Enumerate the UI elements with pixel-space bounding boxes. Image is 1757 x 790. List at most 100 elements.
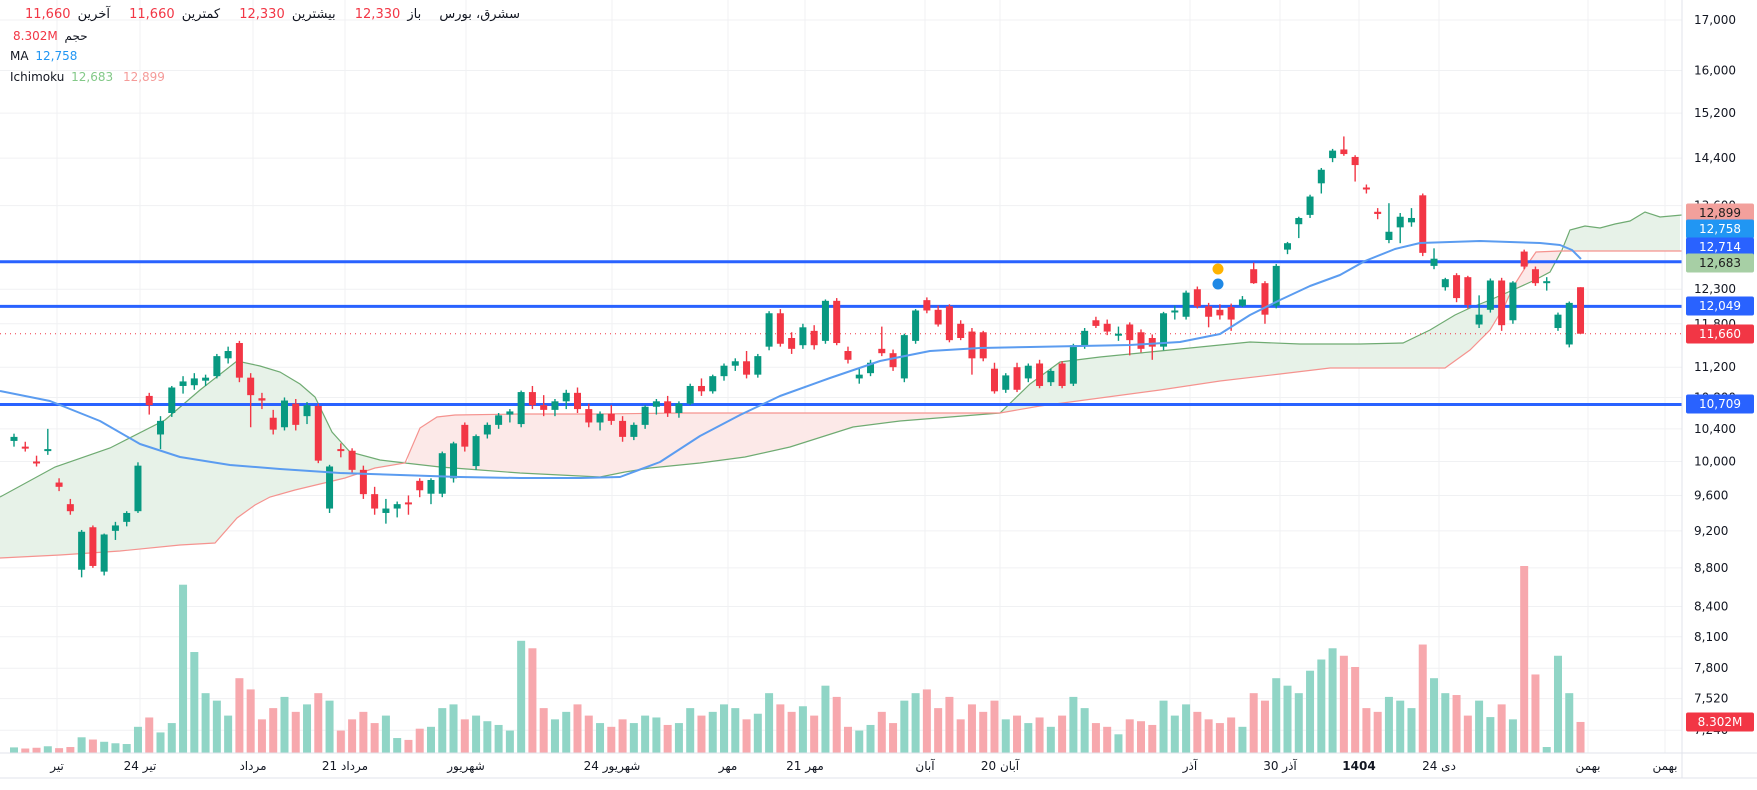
volume-bar xyxy=(1430,678,1439,753)
volume-legend-row[interactable]: حجم 8.302M xyxy=(10,28,88,45)
volume-bar xyxy=(43,746,52,753)
time-tick-label: شهریور xyxy=(446,759,485,774)
volume-bar xyxy=(584,715,593,753)
volume-bar xyxy=(415,728,424,753)
yellow-dot-marker[interactable] xyxy=(1212,263,1224,275)
volume-bar xyxy=(911,693,920,753)
last-field: آخرین 11,660 xyxy=(25,7,110,22)
volume-bar xyxy=(1294,693,1303,753)
volume-bar xyxy=(325,700,334,753)
candle xyxy=(855,374,863,379)
candle xyxy=(607,413,615,421)
ichimoku-senkou-b-value: 12,899 xyxy=(122,69,165,84)
volume-bar xyxy=(641,715,650,753)
volume-bar xyxy=(855,730,864,753)
volume-bar xyxy=(720,704,729,753)
volume-bar xyxy=(1373,711,1382,753)
candle xyxy=(247,377,255,396)
candle xyxy=(314,405,322,461)
price-badge-label: 12,758 xyxy=(1699,222,1741,236)
candle xyxy=(1227,307,1235,320)
ichimoku-senkou-a-value: 12,683 xyxy=(71,69,114,84)
candle xyxy=(235,343,243,378)
candle xyxy=(979,332,987,359)
candle xyxy=(540,405,548,410)
candle xyxy=(202,377,210,381)
volume-bar xyxy=(550,719,559,753)
candle xyxy=(821,300,829,341)
volume-bar xyxy=(100,741,109,753)
blue-dot-marker[interactable] xyxy=(1212,278,1224,290)
price-tick-label: 7,520 xyxy=(1694,692,1728,706)
volume-bar xyxy=(1576,721,1585,753)
volume-bar xyxy=(956,719,965,753)
volume-bar xyxy=(686,708,695,753)
candle xyxy=(123,512,131,522)
candle xyxy=(889,353,897,368)
price-axis[interactable]: 17,00016,00015,20014,40013,60012,30011,8… xyxy=(1694,13,1736,737)
candle xyxy=(1419,195,1427,253)
volume-bar xyxy=(1024,723,1033,753)
volume-bar xyxy=(618,719,627,753)
price-badge xyxy=(1686,203,1754,223)
volume-bar xyxy=(517,640,526,753)
volume-bar xyxy=(1306,670,1315,753)
candle xyxy=(686,385,694,404)
candle xyxy=(483,424,491,435)
candle xyxy=(833,300,841,344)
candle xyxy=(1205,306,1213,317)
candle xyxy=(213,356,221,377)
senkou-a-line xyxy=(0,211,1683,498)
candle xyxy=(190,378,198,386)
candle xyxy=(912,310,920,341)
candle xyxy=(957,323,965,338)
candle xyxy=(427,479,435,494)
volume-bar xyxy=(1384,696,1393,753)
time-tick-label: 20 آبان xyxy=(981,758,1020,773)
volume-bar xyxy=(787,711,796,753)
volume-bar xyxy=(1407,708,1416,753)
volume-bar xyxy=(1362,708,1371,753)
candle xyxy=(89,527,97,566)
candles-layer xyxy=(10,136,1585,578)
volume-bar xyxy=(607,726,616,753)
time-axis[interactable]: تیر 24 تیر مرداد 21 مرداد شهریور 24 شهریور مهر… xyxy=(49,758,1677,774)
ma-line[interactable] xyxy=(0,240,1582,479)
time-tick-label: 21 مهر xyxy=(786,759,824,774)
candle xyxy=(337,449,345,452)
volume-bar xyxy=(1418,644,1427,753)
volume-bar xyxy=(562,711,571,753)
price-tick-label: 8,100 xyxy=(1694,630,1728,644)
volume-bar xyxy=(1486,717,1495,753)
time-tick-label: آذر xyxy=(1182,758,1198,774)
price-badge xyxy=(1686,219,1754,239)
volume-bar xyxy=(1339,655,1348,753)
volume-bar xyxy=(1125,719,1134,753)
volume-bar xyxy=(404,739,413,753)
volume-bar xyxy=(889,723,898,753)
candle xyxy=(1351,156,1359,166)
candle xyxy=(145,395,153,406)
volume-bar xyxy=(967,704,976,753)
candle xyxy=(517,392,525,425)
candle xyxy=(1340,149,1348,155)
volume-bar xyxy=(1396,700,1405,753)
volume-bar xyxy=(280,696,289,753)
price-badge xyxy=(1686,296,1754,316)
candle xyxy=(810,330,818,346)
candle xyxy=(844,351,852,360)
candle xyxy=(641,406,649,425)
horizontal-price-lines[interactable] xyxy=(0,260,1682,406)
ma-legend-row[interactable]: MA 12,758 xyxy=(10,48,80,65)
price-badge xyxy=(1686,253,1754,273)
candle xyxy=(1013,367,1021,390)
volume-bar xyxy=(900,700,909,753)
symbol-legend-row[interactable]: سشرق، بورس باز 12,330 بیشترین 12,330 کمت… xyxy=(10,6,520,25)
candle xyxy=(562,392,570,402)
candle xyxy=(1216,309,1224,316)
candle xyxy=(472,436,480,467)
candle xyxy=(1475,314,1483,325)
ichimoku-legend-row[interactable]: Ichimoku 12,683 12,899 xyxy=(10,69,168,86)
